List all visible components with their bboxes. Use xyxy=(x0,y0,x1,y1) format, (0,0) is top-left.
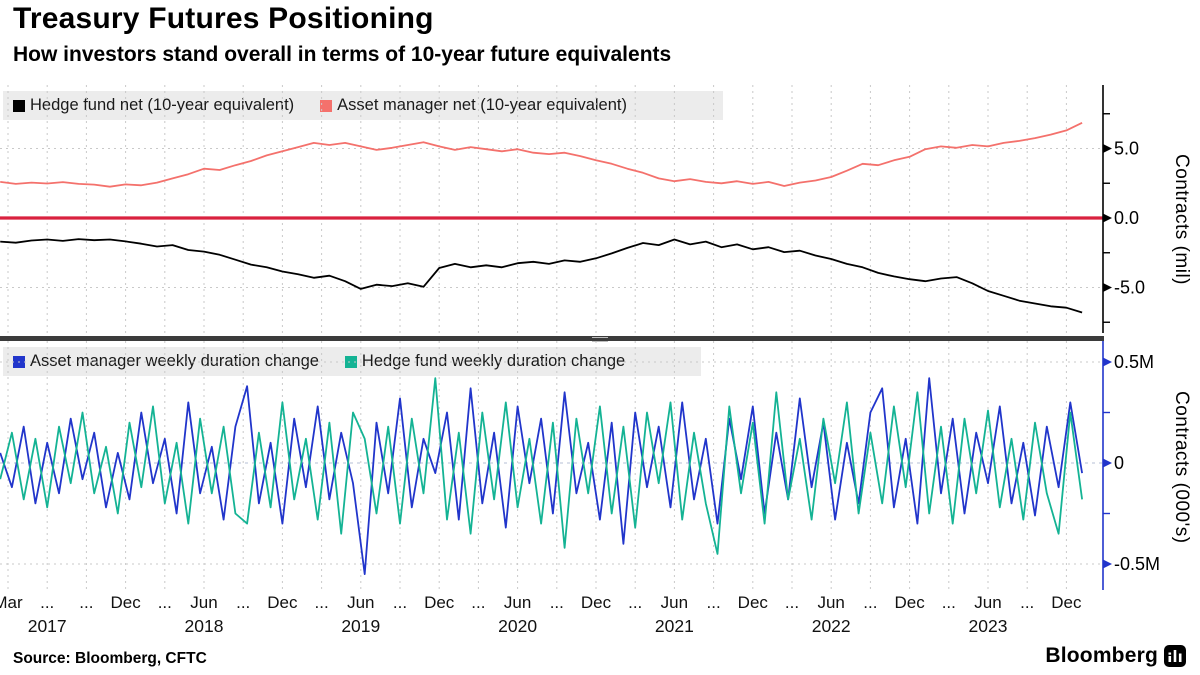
y-axis-major-tick xyxy=(1103,213,1112,223)
bloomberg-brand: Bloomberg xyxy=(1045,644,1186,668)
legend-item-asset-manager-net: Asset manager net (10-year equivalent) xyxy=(320,96,627,115)
x-year-label: 2022 xyxy=(811,616,851,636)
y-axis-tick-label: 0.0 xyxy=(1114,208,1139,228)
y-axis-major-tick xyxy=(1103,283,1112,292)
x-tick-label: ... xyxy=(706,593,721,612)
x-tick-label: ... xyxy=(314,593,329,612)
x-tick-label: Dec xyxy=(737,593,768,612)
hedge-fund-weekly-change-line xyxy=(0,377,1083,555)
x-tick-label: ... xyxy=(79,593,94,612)
x-year-label: 2019 xyxy=(341,616,381,636)
x-tick-label: Dec xyxy=(424,593,455,612)
legend-label: Hedge fund weekly duration change xyxy=(361,352,626,370)
legend-panel-2: Asset manager weekly duration change Hed… xyxy=(3,347,701,376)
x-year-label: 2023 xyxy=(968,616,1008,636)
hedge-fund-net-line xyxy=(0,238,1083,314)
bloomberg-terminal-icon xyxy=(1164,645,1186,667)
hedge-fund-swatch-icon xyxy=(13,99,25,112)
legend-label: Hedge fund net (10-year equivalent) xyxy=(30,96,295,114)
x-year-label: 2021 xyxy=(654,616,694,636)
asset-manager-swatch-icon xyxy=(320,99,333,112)
x-tick-label: Jun xyxy=(503,593,532,612)
x-year-label: 2017 xyxy=(27,616,67,636)
x-tick-label: ... xyxy=(40,593,55,612)
x-tick-label: ... xyxy=(157,593,172,612)
page-subtitle: How investors stand overall in terms of … xyxy=(13,43,672,66)
x-tick-label: Mar xyxy=(0,593,23,612)
bloomberg-logo-text: Bloomberg xyxy=(1045,644,1158,667)
y-axis-tick-label: -5.0 xyxy=(1114,278,1145,298)
x-tick-label: ... xyxy=(1020,593,1035,612)
y-axis-major-tick xyxy=(1103,559,1112,569)
x-tick-label: Dec xyxy=(267,593,298,612)
hf-weekly-swatch-icon xyxy=(344,355,357,368)
y-axis-tick-label: 0 xyxy=(1114,453,1124,473)
x-tick-label: ... xyxy=(628,593,643,612)
yaxis-title-panel-1: Contracts (mil) xyxy=(1171,154,1192,286)
y-axis-major-tick xyxy=(1103,458,1112,468)
x-tick-label: ... xyxy=(236,593,251,612)
divider-grip-icon[interactable] xyxy=(592,337,608,342)
x-year-label: 2020 xyxy=(498,616,538,636)
x-tick-label: ... xyxy=(863,593,878,612)
x-tick-label: Jun xyxy=(347,593,375,612)
asset-manager-weekly-change-line xyxy=(0,377,1083,575)
x-tick-label: Dec xyxy=(1051,593,1082,612)
source-attribution: Source: Bloomberg, CFTC xyxy=(13,650,207,667)
x-tick-label: ... xyxy=(549,593,564,612)
y-axis-tick-label: -0.5M xyxy=(1114,554,1160,574)
asset-manager-net-line xyxy=(0,121,1083,188)
yaxis-title-panel-2: Contracts (000's) xyxy=(1171,390,1192,544)
x-tick-label: Dec xyxy=(894,593,925,612)
page-title: Treasury Futures Positioning xyxy=(13,2,434,35)
y-axis-major-tick xyxy=(1103,357,1112,367)
x-tick-label: ... xyxy=(392,593,408,612)
legend-item-hedge-fund-net: Hedge fund net (10-year equivalent) xyxy=(13,96,294,115)
x-axis-labels: Mar...... Dec... Jun... Dec... Jun... Dec... J… xyxy=(0,590,1200,642)
x-tick-label: Jun xyxy=(660,593,689,612)
y-axis-tick-label: 0.5M xyxy=(1114,352,1154,372)
legend-panel-1: Hedge fund net (10-year equivalent) Asse… xyxy=(3,91,723,120)
y-axis-major-tick xyxy=(1103,144,1112,153)
x-tick-label: Jun xyxy=(190,593,218,612)
legend-label: Asset manager net (10-year equivalent) xyxy=(337,96,627,114)
x-tick-label: Dec xyxy=(580,593,612,612)
legend-label: Asset manager weekly duration change xyxy=(30,352,319,370)
legend-item-hf-weekly-change: Hedge fund weekly duration change xyxy=(344,352,626,371)
x-tick-label: Jun xyxy=(817,593,845,612)
x-tick-label: Jun xyxy=(974,593,1002,612)
x-tick-label: ... xyxy=(784,593,800,612)
panel-divider[interactable] xyxy=(0,336,1104,341)
x-tick-label: Dec xyxy=(110,593,141,612)
y-axis-tick-label: 5.0 xyxy=(1114,139,1139,159)
x-year-label: 2018 xyxy=(184,616,224,636)
x-tick-label: ... xyxy=(471,593,486,612)
x-tick-label: ... xyxy=(941,593,956,612)
